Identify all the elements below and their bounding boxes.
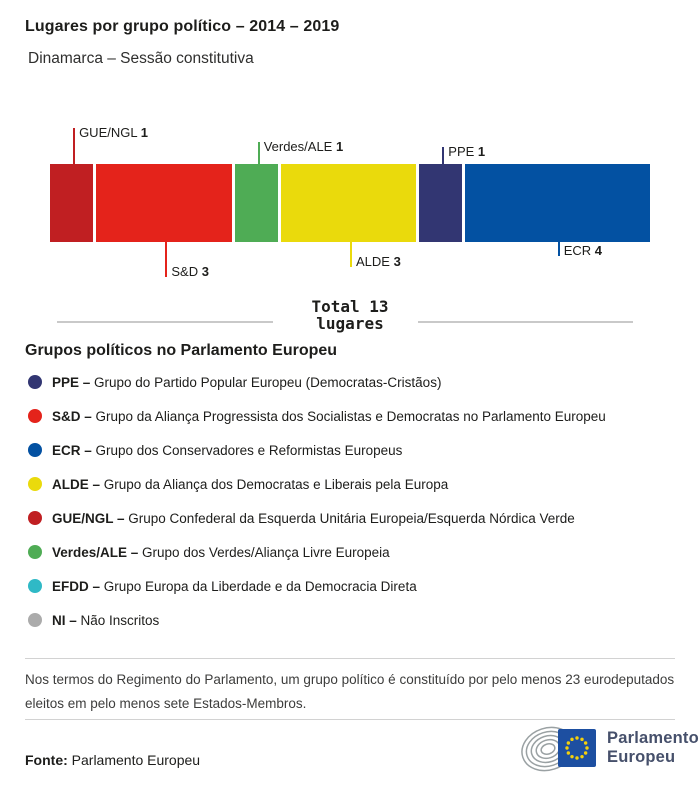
legend-label: ALDE – Grupo da Aliança dos Democratas e… <box>52 476 449 492</box>
legend-item-NI: NI – Não Inscritos <box>25 603 685 637</box>
legend-label: EFDD – Grupo Europa da Liberdade e da De… <box>52 578 417 594</box>
legend-dot-EFDD <box>28 579 42 593</box>
legend: PPE – Grupo do Partido Popular Europeu (… <box>25 365 685 637</box>
legend-label: S&D – Grupo da Aliança Progressista dos … <box>52 408 606 424</box>
bar-segment-PPE <box>419 164 466 242</box>
legend-item-Verdes/ALE: Verdes/ALE – Grupo dos Verdes/Aliança Li… <box>25 535 685 569</box>
legend-item-EFDD: EFDD – Grupo Europa da Liberdade e da De… <box>25 569 685 603</box>
source-line: Fonte: Parlamento Europeu <box>25 752 200 768</box>
bar-segment-S&D <box>96 164 235 242</box>
legend-dot-NI <box>28 613 42 627</box>
legend-label: PPE – Grupo do Partido Popular Europeu (… <box>52 374 442 390</box>
callout-label-GUE/NGL: GUE/NGL 1 <box>79 125 148 140</box>
legend-item-GUE/NGL: GUE/NGL – Grupo Confederal da Esquerda U… <box>25 501 685 535</box>
page-subtitle: Dinamarca – Sessão constitutiva <box>28 50 254 67</box>
total-line1: Total 13 <box>311 297 389 316</box>
logo-wordmark: Parlamento Europeu <box>607 729 699 766</box>
callout-label-Verdes/ALE: Verdes/ALE 1 <box>263 139 344 154</box>
legend-dot-GUE/NGL <box>28 511 42 525</box>
callout-label-ECR: ECR 4 <box>563 243 602 258</box>
source-value: Parlamento Europeu <box>71 752 201 768</box>
callout-tick-PPE <box>442 147 445 164</box>
bar-segment-ALDE <box>280 164 420 242</box>
callout-label-PPE: PPE 1 <box>448 144 486 159</box>
parliament-hemicycle-icon <box>521 726 596 772</box>
legend-dot-S&D <box>28 409 42 423</box>
callout-label-S&D: S&D 3 <box>171 264 209 279</box>
legend-item-ECR: ECR – Grupo dos Conservadores e Reformis… <box>25 433 685 467</box>
legend-label: NI – Não Inscritos <box>52 612 160 628</box>
callout-tick-S&D <box>165 242 168 277</box>
eu-flag-stars <box>565 736 589 760</box>
footer-divider-bottom <box>25 719 675 720</box>
source-label: Fonte: <box>25 752 68 768</box>
bar-segment-Verdes/ALE <box>234 164 281 242</box>
legend-dot-Verdes/ALE <box>28 545 42 559</box>
legend-label: ECR – Grupo dos Conservadores e Reformis… <box>52 442 403 458</box>
legend-item-ALDE: ALDE – Grupo da Aliança dos Democratas e… <box>25 467 685 501</box>
legend-dot-ECR <box>28 443 42 457</box>
legend-title: Grupos políticos no Parlamento Europeu <box>25 342 338 359</box>
divider-left <box>57 321 273 323</box>
footnote: Nos termos do Regimento do Parlamento, u… <box>25 672 675 711</box>
callout-tick-Verdes/ALE <box>257 142 260 164</box>
callout-tick-ALDE <box>350 242 352 267</box>
legend-dot-PPE <box>28 375 42 389</box>
legend-label: Verdes/ALE – Grupo dos Verdes/Aliança Li… <box>52 544 390 560</box>
total-row: Total 13 lugares <box>0 296 700 342</box>
callout-label-ALDE: ALDE 3 <box>356 254 401 269</box>
legend-dot-ALDE <box>28 477 42 491</box>
total-label: Total 13 lugares <box>260 298 440 332</box>
legend-label: GUE/NGL – Grupo Confederal da Esquerda U… <box>52 510 575 526</box>
stacked-bar <box>50 164 650 242</box>
callout-tick-GUE/NGL <box>73 128 76 164</box>
eu-flag <box>558 729 596 767</box>
european-parliament-logo: Parlamento Europeu <box>521 724 699 772</box>
total-line2: lugares <box>316 314 384 333</box>
page-title: Lugares por grupo político – 2014 – 2019 <box>25 18 340 35</box>
seats-chart: GUE/NGL 1 S&D 3 Verdes/ALE 1 ALDE 3 PPE 1 ECR… <box>0 110 700 296</box>
legend-item-PPE: PPE – Grupo do Partido Popular Europeu (… <box>25 365 685 399</box>
callout-tick-ECR <box>557 242 560 256</box>
divider-right <box>418 321 633 323</box>
legend-item-S&D: S&D – Grupo da Aliança Progressista dos … <box>25 399 685 433</box>
bar-segment-GUE/NGL <box>50 164 97 242</box>
bar-segment-ECR <box>465 164 650 242</box>
footer-divider-top <box>25 658 675 659</box>
